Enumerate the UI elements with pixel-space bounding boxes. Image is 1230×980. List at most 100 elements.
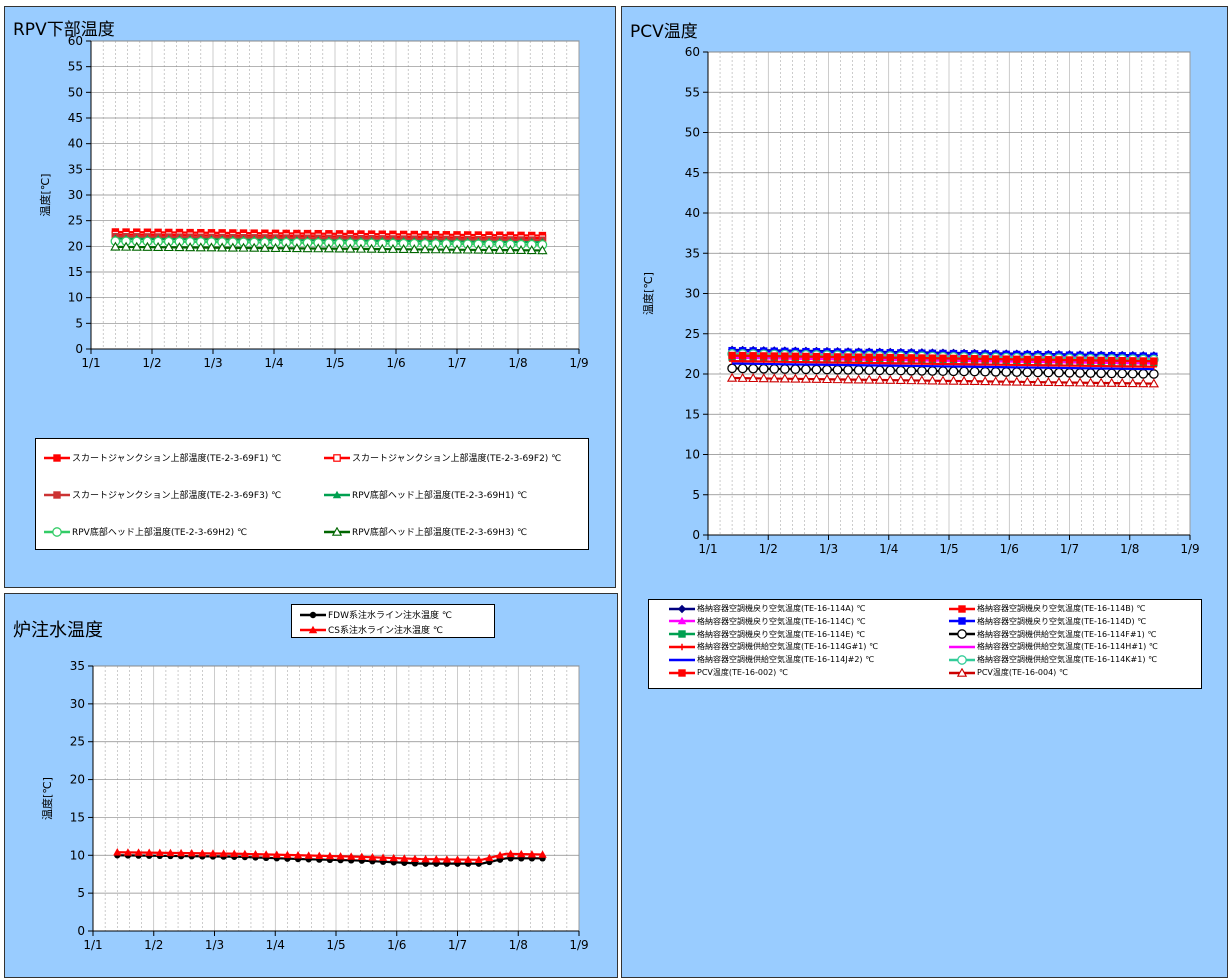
x-tick-label: 1/2 bbox=[142, 356, 161, 370]
series-10 bbox=[728, 351, 1158, 365]
data-point bbox=[800, 373, 812, 383]
legend-marker bbox=[678, 630, 686, 638]
legend-swatch bbox=[949, 645, 975, 649]
x-tick-label: 1/4 bbox=[879, 542, 898, 556]
x-tick-label: 1/1 bbox=[698, 542, 717, 556]
data-point bbox=[131, 241, 142, 251]
data-point bbox=[398, 243, 409, 254]
x-tick-label: 1/5 bbox=[939, 542, 958, 556]
pcv-chart: 0 5 10 15 20 25 30 35 40 45 50 55 60 1/1 1/2 1/3 1/4 1/5 1… bbox=[641, 45, 1200, 556]
series-line bbox=[732, 362, 1154, 371]
data-point bbox=[1085, 377, 1096, 387]
x-tick-label: 1/7 bbox=[448, 938, 467, 952]
y-tick-label: 35 bbox=[68, 162, 83, 176]
legend-marker bbox=[333, 453, 341, 462]
data-point bbox=[726, 372, 738, 382]
data-point bbox=[1044, 356, 1053, 364]
data-point bbox=[227, 242, 238, 252]
data-point bbox=[442, 855, 452, 863]
legend-swatch bbox=[669, 630, 695, 638]
data-point bbox=[251, 849, 260, 858]
data-point bbox=[219, 849, 228, 857]
x-tick-label: 1/6 bbox=[1000, 542, 1019, 556]
data-point bbox=[1043, 367, 1054, 378]
data-point bbox=[749, 352, 757, 360]
data-point bbox=[249, 242, 260, 252]
legend-item: スカートジャンクション上部温度(TE-2-3-69F3) ℃ bbox=[44, 488, 281, 501]
data-point bbox=[463, 855, 473, 863]
data-point bbox=[1054, 367, 1064, 378]
data-point bbox=[527, 850, 537, 858]
data-point bbox=[832, 364, 843, 375]
data-point bbox=[336, 852, 345, 860]
series-11 bbox=[726, 372, 1159, 388]
data-point bbox=[462, 244, 473, 254]
legend-swatch bbox=[324, 526, 350, 536]
legend-marker bbox=[53, 453, 61, 462]
y-tick-label: 5 bbox=[77, 886, 85, 900]
y-axis-label: 温度[℃] bbox=[40, 777, 54, 820]
data-point bbox=[517, 849, 526, 858]
data-point bbox=[302, 243, 313, 253]
legend-swatch bbox=[44, 453, 70, 462]
legend-item: 格納容器空調機戻り空気温度(TE-16-114A) ℃ bbox=[669, 603, 865, 614]
y-tick-label: 15 bbox=[70, 810, 85, 824]
data-point bbox=[758, 373, 769, 383]
y-tick-label: 55 bbox=[68, 60, 83, 74]
data-point bbox=[144, 848, 154, 856]
rpv-title: RPV下部温度 bbox=[13, 20, 115, 40]
data-point bbox=[737, 372, 748, 382]
data-point bbox=[1127, 368, 1138, 379]
data-point bbox=[410, 854, 420, 863]
data-point bbox=[895, 365, 906, 376]
y-tick-label: 20 bbox=[68, 239, 83, 253]
data-point bbox=[421, 854, 430, 863]
data-point bbox=[1011, 376, 1022, 386]
data-point bbox=[1096, 368, 1106, 379]
legend-item: 格納容器空調機戻り空気温度(TE-16-114B) ℃ bbox=[949, 603, 1145, 614]
legend-swatch bbox=[949, 667, 975, 677]
data-point bbox=[876, 353, 884, 362]
data-point bbox=[291, 243, 303, 253]
legend-item: 格納容器空調機戻り空気温度(TE-16-114E) ℃ bbox=[669, 629, 865, 640]
legend-label: 格納容器空調機戻り空気温度(TE-16-114A) ℃ bbox=[697, 604, 866, 613]
data-point bbox=[110, 241, 121, 251]
y-tick-label: 25 bbox=[68, 214, 83, 228]
legend-label: RPV底部ヘッド上部温度(TE-2-3-69H1) ℃ bbox=[352, 491, 528, 501]
x-tick-label: 1/1 bbox=[81, 356, 100, 370]
data-point bbox=[270, 242, 281, 252]
x-tick-label: 1/2 bbox=[759, 542, 778, 556]
data-point bbox=[366, 243, 377, 253]
y-tick-label: 35 bbox=[70, 659, 85, 673]
legend-item: スカートジャンクション上部温度(TE-2-3-69F2) ℃ bbox=[324, 451, 561, 464]
data-point bbox=[949, 354, 958, 363]
data-point bbox=[1074, 377, 1086, 387]
data-point bbox=[854, 353, 863, 361]
legend-marker bbox=[678, 668, 686, 677]
legend-item: PCV温度(TE-16-002) ℃ bbox=[669, 667, 788, 678]
data-point bbox=[261, 850, 271, 858]
data-point bbox=[939, 354, 947, 363]
data-point bbox=[1043, 376, 1054, 387]
y-tick-label: 55 bbox=[685, 85, 700, 99]
data-point bbox=[134, 848, 143, 856]
data-point bbox=[769, 364, 780, 374]
data-point bbox=[187, 848, 196, 857]
data-point bbox=[1022, 376, 1033, 386]
legend-marker bbox=[677, 604, 687, 613]
legend-marker bbox=[957, 654, 967, 665]
legend-swatch bbox=[949, 617, 975, 625]
legend-swatch bbox=[669, 617, 695, 625]
y-tick-label: 15 bbox=[685, 407, 700, 421]
legend-swatch bbox=[324, 490, 350, 498]
data-point bbox=[958, 375, 970, 385]
legend-label: 格納容器空調機供給空気温度(TE-16-114H#1) ℃ bbox=[977, 642, 1158, 652]
data-point bbox=[821, 373, 833, 384]
legend-item: 格納容器空調機供給空気温度(TE-16-114J#2) ℃ bbox=[669, 654, 874, 665]
legend-item: 格納容器空調機供給空気温度(TE-16-114H#1) ℃ bbox=[949, 641, 1158, 652]
data-point bbox=[155, 848, 165, 856]
data-point bbox=[419, 244, 431, 254]
legend-marker bbox=[956, 667, 968, 677]
legend-swatch bbox=[669, 643, 695, 651]
data-point bbox=[1117, 377, 1128, 387]
